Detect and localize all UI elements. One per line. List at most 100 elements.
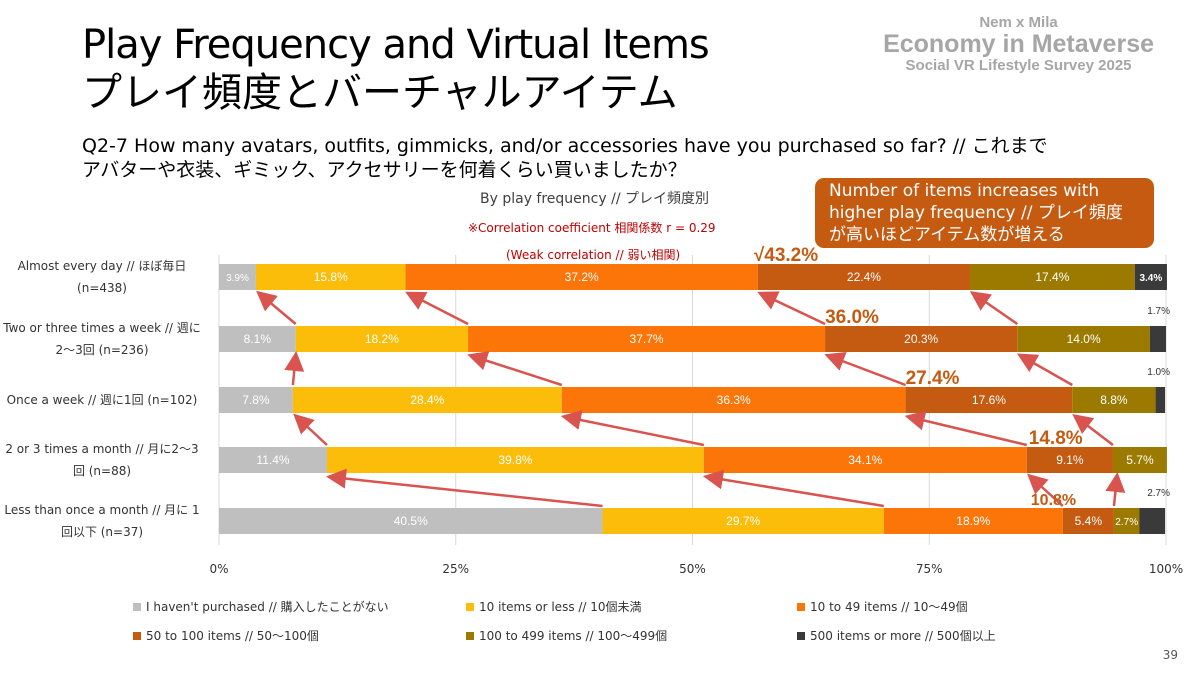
- highlight-label: 14.8%: [1029, 428, 1083, 449]
- callout-line1: Number of items increases with: [829, 181, 1100, 201]
- legend-label: 100 to 499 items // 100〜499個: [479, 629, 668, 643]
- question-line1: Q2-7 How many avatars, outfits, gimmicks…: [82, 135, 1048, 157]
- trend-arrow: [904, 410, 1028, 447]
- title-ja: プレイ頻度とバーチャルアイテム: [82, 70, 678, 116]
- bar-segment: [219, 447, 327, 473]
- bar-segment: [219, 264, 256, 290]
- category-label-line: Almost every day // ほぼ毎日: [17, 259, 187, 273]
- legend-item: I haven't purchased // 購入したことがない: [133, 598, 389, 615]
- x-tick-label: 50%: [679, 562, 706, 576]
- data-label: 37.7%: [630, 332, 664, 346]
- category-label-line: Less than once a month // 月に 1: [4, 503, 200, 517]
- bar-segment: [1026, 447, 1113, 473]
- x-tick-label: 0%: [209, 562, 229, 576]
- data-label: 29.7%: [726, 514, 760, 528]
- legend-label: I haven't purchased // 購入したことがない: [146, 600, 389, 614]
- trend-arrow: [256, 290, 297, 325]
- category-label: Almost every day // ほぼ毎日 (n=438): [0, 255, 207, 299]
- bar-segment: [561, 387, 906, 413]
- data-label: 9.1%: [1056, 453, 1084, 467]
- data-label: 5.7%: [1126, 453, 1154, 467]
- data-label: 28.4%: [410, 393, 444, 407]
- bar-segment: [703, 447, 1027, 473]
- bar-segment: [1062, 508, 1114, 534]
- trend-arrow: [1016, 353, 1073, 387]
- trend-arrow: [560, 410, 705, 447]
- data-label: 8.8%: [1100, 393, 1128, 407]
- trend-arrow: [467, 351, 563, 387]
- brand-line2: Economy in Metaverse: [883, 30, 1154, 58]
- category-label-line: 2〜3回 (n=236): [55, 343, 149, 357]
- bar-segment: [883, 508, 1063, 534]
- data-label: 1.0%: [1147, 367, 1170, 378]
- page-number: 39: [1162, 648, 1178, 662]
- brand-line1: Nem x Mila: [979, 14, 1058, 31]
- legend-label: 500 items or more // 500個以上: [810, 629, 996, 643]
- question: Q2-7 How many avatars, outfits, gimmicks…: [82, 134, 1132, 182]
- highlight-label: 36.0%: [825, 307, 879, 328]
- chart-subtitle: By play frequency // プレイ頻度別: [480, 191, 709, 207]
- data-label: 17.6%: [972, 393, 1006, 407]
- category-label-line: 2 or 3 times a month // 月に2〜3: [5, 442, 199, 456]
- callout-box: Number of items increases with higher pl…: [815, 178, 1154, 248]
- data-label: 14.0%: [1067, 332, 1101, 346]
- legend-item: 10 to 49 items // 10〜49個: [797, 598, 968, 615]
- bar-segment: [969, 264, 1135, 290]
- trend-arrow: [405, 291, 469, 326]
- bar-segment: [905, 387, 1073, 413]
- legend-item: 10 items or less // 10個未満: [466, 598, 642, 615]
- data-label: 36.3%: [717, 393, 751, 407]
- data-label: 5.4%: [1075, 514, 1103, 528]
- data-label: 34.1%: [848, 453, 882, 467]
- legend-label: 10 items or less // 10個未満: [479, 600, 642, 614]
- category-label-line: 回以下 (n=37): [60, 525, 144, 539]
- bar-segment: [219, 326, 296, 352]
- category-label: 2 or 3 times a month // 月に2〜3 回 (n=88): [0, 438, 207, 482]
- category-label-line: (n=438): [77, 281, 127, 295]
- trend-arrow: [293, 413, 328, 446]
- bar-segment: [602, 508, 884, 534]
- category-label-line: Once a week // 週に1回 (n=102): [6, 393, 198, 407]
- legend-label: 10 to 49 items // 10〜49個: [810, 600, 968, 614]
- bar-segment: [1112, 447, 1167, 473]
- bar-segment: [1134, 264, 1167, 290]
- x-tick-label: 25%: [442, 562, 470, 576]
- legend-item: 500 items or more // 500個以上: [797, 627, 996, 644]
- legend-swatch: [797, 631, 805, 640]
- trend-arrow: [284, 351, 305, 386]
- category-label: Less than once a month // 月に 1 回以下 (n=37): [0, 499, 207, 543]
- highlight-label: 10.8%: [1031, 492, 1076, 509]
- legend-swatch: [466, 631, 474, 640]
- data-label: 22.4%: [847, 270, 881, 284]
- data-label: 17.4%: [1035, 270, 1069, 284]
- trend-arrow: [325, 468, 603, 508]
- title-en: Play Frequency and Virtual Items: [82, 22, 710, 68]
- category-label: Once a week // 週に1回 (n=102): [0, 389, 207, 411]
- brand-logo: Nem x Mila Economy in Metaverse Social V…: [883, 14, 1154, 75]
- bar-segment: [468, 326, 826, 352]
- bar-segment: [757, 264, 970, 290]
- category-label-line: 回 (n=88): [72, 464, 132, 478]
- trend-arrow: [824, 351, 907, 387]
- highlight-label: 27.4%: [906, 368, 960, 389]
- question-line2: アバターや衣装、ギミック、アクセサリーを何着くらい買いましたか？: [82, 159, 687, 181]
- category-label: Two or three times a week // 週に 2〜3回 (n=2…: [0, 317, 207, 361]
- data-label: 7.8%: [242, 393, 270, 407]
- trend-arrow: [1027, 473, 1064, 507]
- category-label-line: Two or three times a week // 週に: [3, 321, 201, 335]
- bar-segment: [405, 264, 758, 290]
- bar-segment: [1149, 326, 1166, 352]
- data-label: 20.3%: [904, 332, 938, 346]
- trend-arrow: [702, 469, 884, 508]
- trend-arrow: [1072, 413, 1114, 446]
- correlation-note: ※Correlation coefficient 相関係数 r = 0.29: [468, 221, 716, 235]
- bar-segment: [1017, 326, 1150, 352]
- data-label: 40.5%: [394, 514, 428, 528]
- correlation-strength: (Weak correlation // 弱い相関): [506, 248, 681, 262]
- data-label: 37.2%: [565, 270, 599, 284]
- legend-swatch: [133, 631, 141, 640]
- legend-label: 50 to 100 items // 50〜100個: [146, 629, 319, 643]
- legend-swatch: [797, 602, 805, 611]
